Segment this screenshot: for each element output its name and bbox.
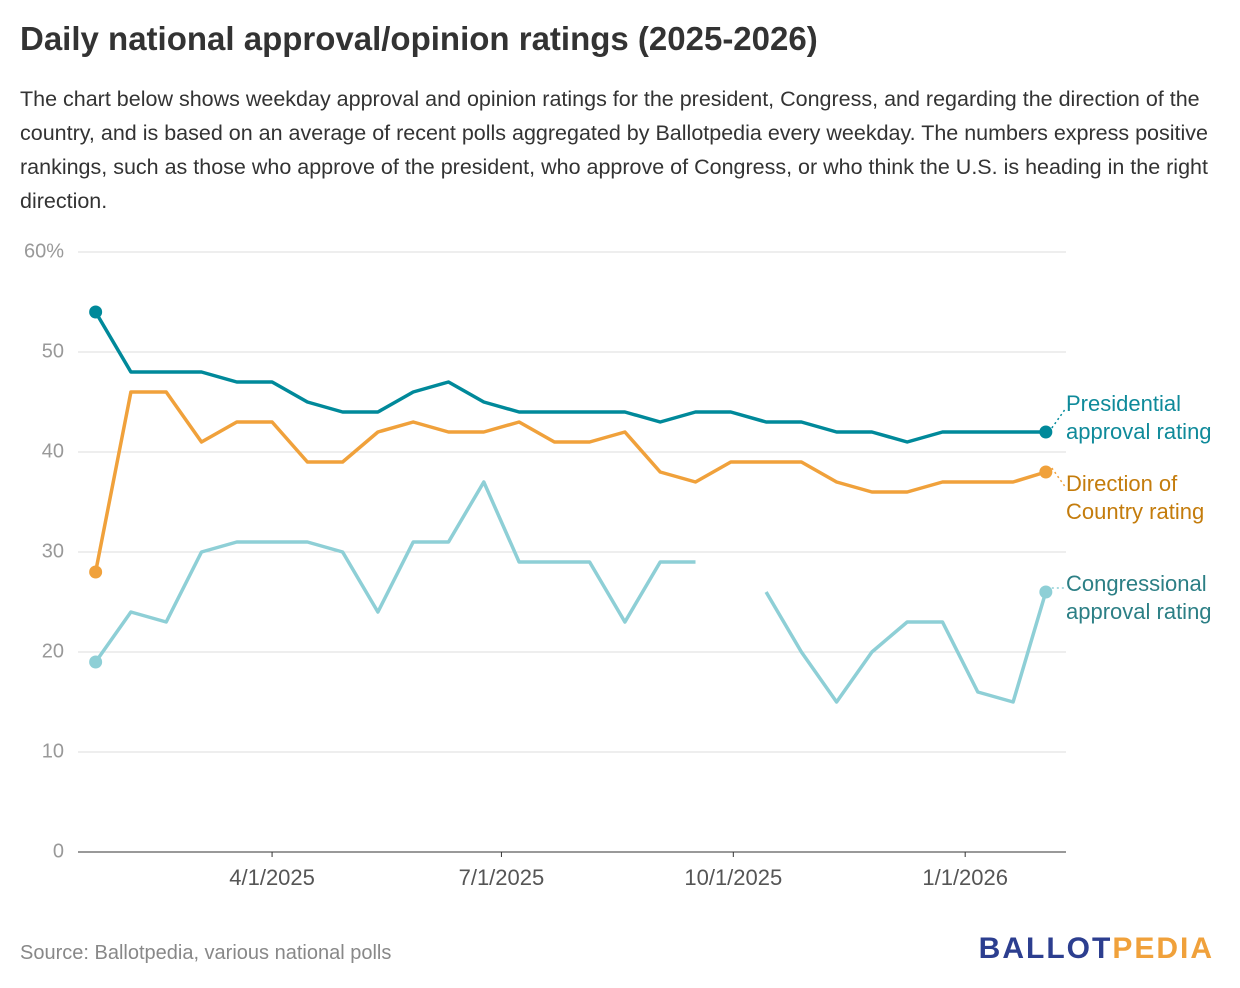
end-dot [1039, 465, 1053, 479]
y-tick-label: 0 [53, 840, 64, 862]
x-tick-label: 4/1/2025 [229, 865, 315, 890]
logo: BALLOTPEDIA [979, 932, 1214, 966]
chart-title: Daily national approval/opinion ratings … [20, 20, 818, 57]
x-tick-label: 7/1/2025 [459, 865, 545, 890]
x-tick-label: 1/1/2026 [922, 865, 1008, 890]
source-note: Source: Ballotpedia, various national po… [20, 942, 392, 964]
logo-part: PEDIA [1112, 932, 1214, 965]
x-tick-label: 10/1/2025 [684, 865, 782, 890]
y-tick-label: 40 [42, 440, 64, 462]
logo-part: BALLOT [978, 932, 1113, 965]
series-line [93, 390, 1047, 573]
series-line [94, 311, 1046, 444]
chart-subtitle: The chart below shows weekday approval a… [20, 87, 1208, 213]
series-label: Presidential approval rating [1066, 391, 1212, 444]
series-line [94, 480, 1048, 704]
y-tick-label: 20 [42, 640, 64, 662]
y-tick-label: 10 [42, 740, 64, 762]
end-dot [89, 655, 103, 669]
label-connector [1051, 467, 1067, 489]
label-connector [1051, 407, 1067, 429]
end-dot [1039, 425, 1053, 439]
y-tick-label: 60% [24, 240, 64, 262]
y-tick-label: 30 [42, 540, 64, 562]
end-dot [89, 565, 103, 579]
series-label: Direction of Country rating [1066, 471, 1205, 524]
end-dot [89, 305, 103, 319]
y-tick-label: 50 [42, 340, 64, 362]
end-dot [1039, 585, 1053, 599]
series-label: Congressional approval rating [1066, 571, 1212, 624]
